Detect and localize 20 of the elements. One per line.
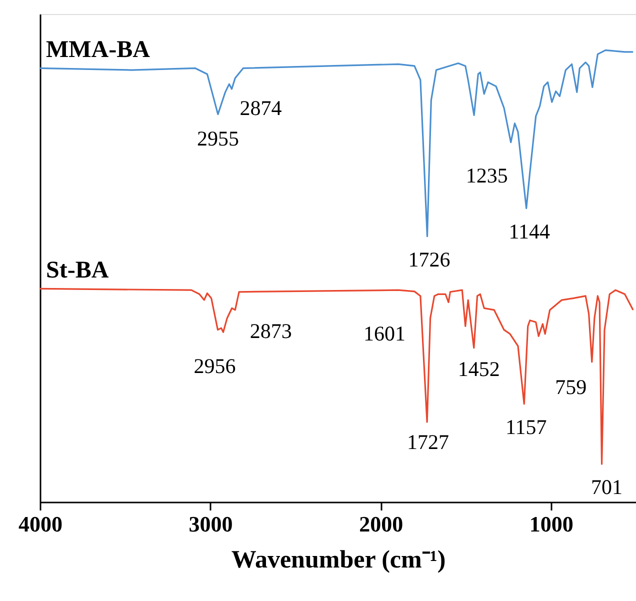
annotation: 759 <box>555 374 587 399</box>
series-label: St-BA <box>46 258 110 284</box>
x-axis-title: Wavenumber (cm⁻¹) <box>231 546 446 574</box>
annotation: 1452 <box>458 356 500 381</box>
annotation: 1601 <box>364 321 406 346</box>
annotation: 1235 <box>466 163 508 188</box>
annotation: 1144 <box>508 219 550 244</box>
x-tick-label: 4000 <box>18 512 62 536</box>
annotation: 701 <box>591 475 623 500</box>
annotation: 2956 <box>194 354 236 378</box>
x-tick-label: 1000 <box>529 512 574 536</box>
x-tick-label: 2000 <box>359 512 404 536</box>
x-tick-label: 3000 <box>188 512 233 536</box>
series-label: MMA-BA <box>46 37 151 64</box>
annotation: 1157 <box>506 414 547 439</box>
annotation: 2873 <box>250 319 292 344</box>
annotation: 1726 <box>408 247 450 272</box>
annotation: 1727 <box>407 430 450 454</box>
annotation: 2874 <box>240 96 282 120</box>
annotation: 2955 <box>196 126 239 150</box>
